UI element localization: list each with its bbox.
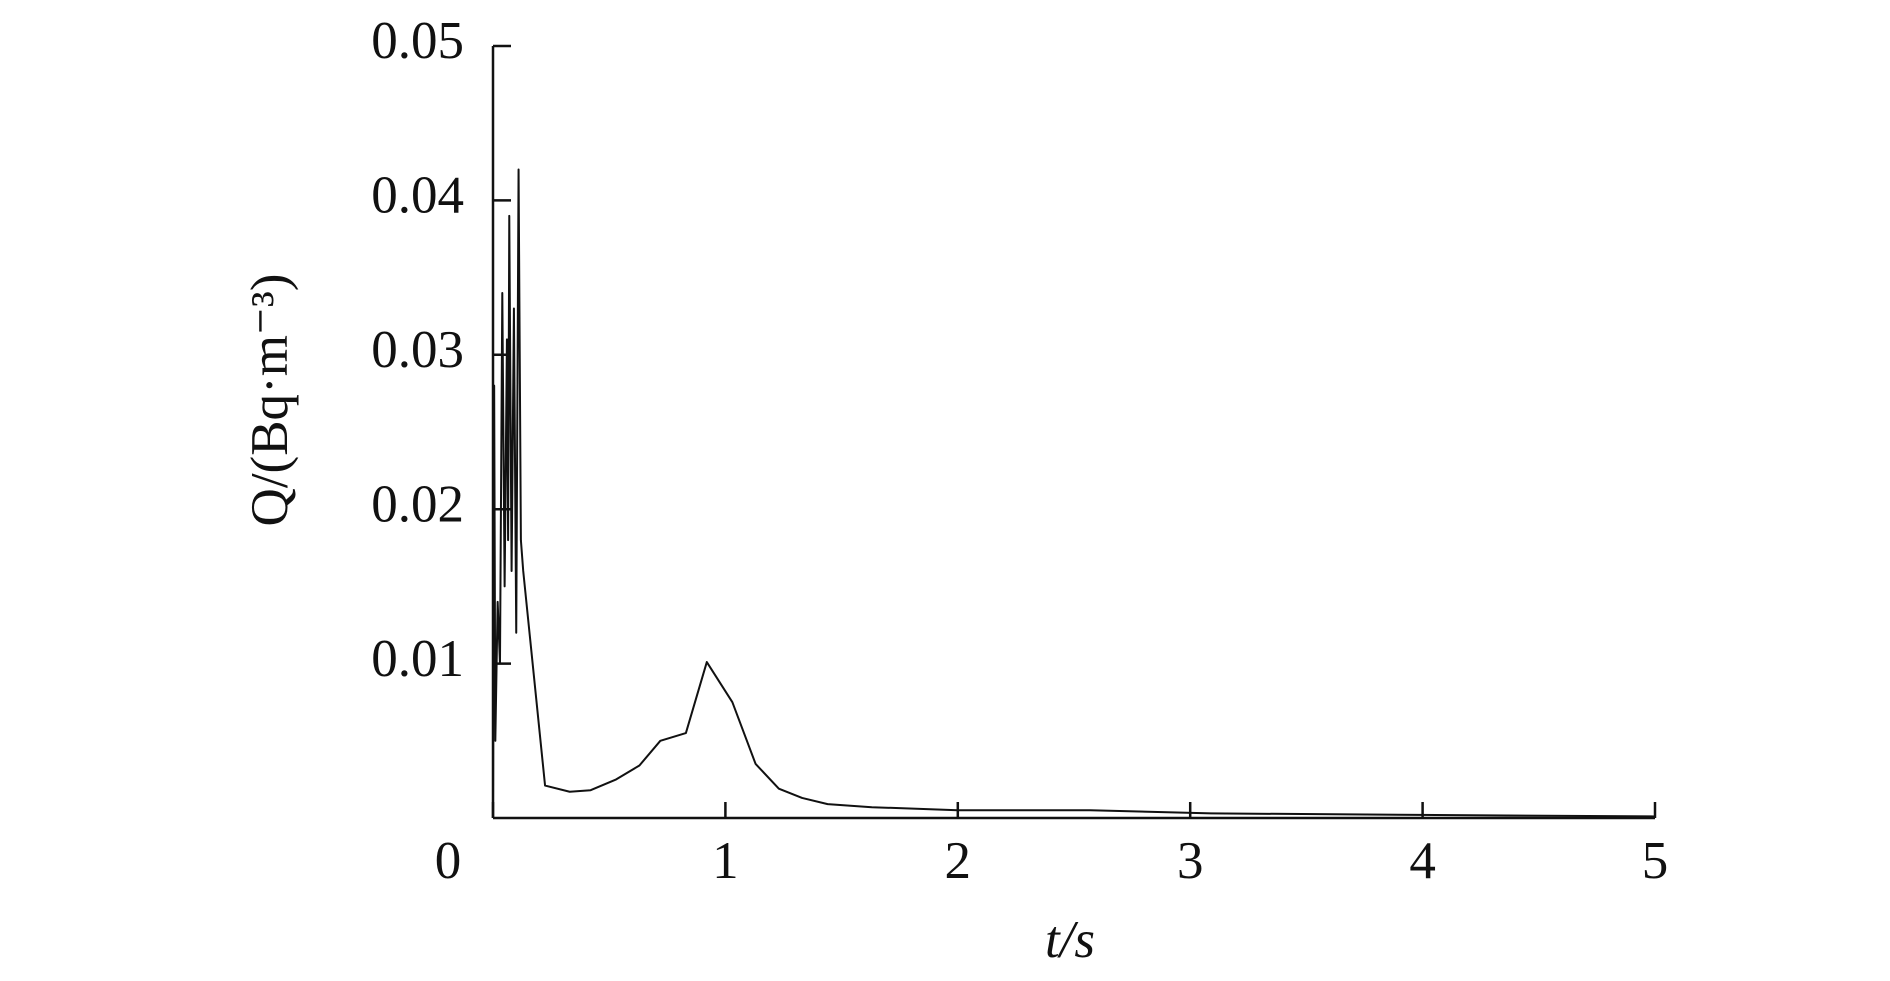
y-axis-label: Q/(Bq·m⁻³) — [241, 274, 299, 527]
x-tick-label: 4 — [1409, 832, 1436, 890]
data-line — [492, 168, 1656, 818]
x-tick-label: 5 — [1642, 832, 1669, 890]
y-tick-label: 0.05 — [371, 12, 464, 70]
y-tick-label: 0.01 — [371, 630, 464, 688]
x-tick-label: 2 — [945, 832, 972, 890]
x-tick-label: 3 — [1177, 832, 1204, 890]
y-tick-label: 0.04 — [371, 167, 464, 225]
y-tick-label: 0.03 — [371, 321, 464, 379]
x-tick-label: 1 — [712, 832, 739, 890]
y-tick-label: 0.02 — [371, 475, 464, 533]
x-axis-label: t/s — [1045, 911, 1095, 969]
x-tick-label: 0 — [435, 832, 462, 890]
